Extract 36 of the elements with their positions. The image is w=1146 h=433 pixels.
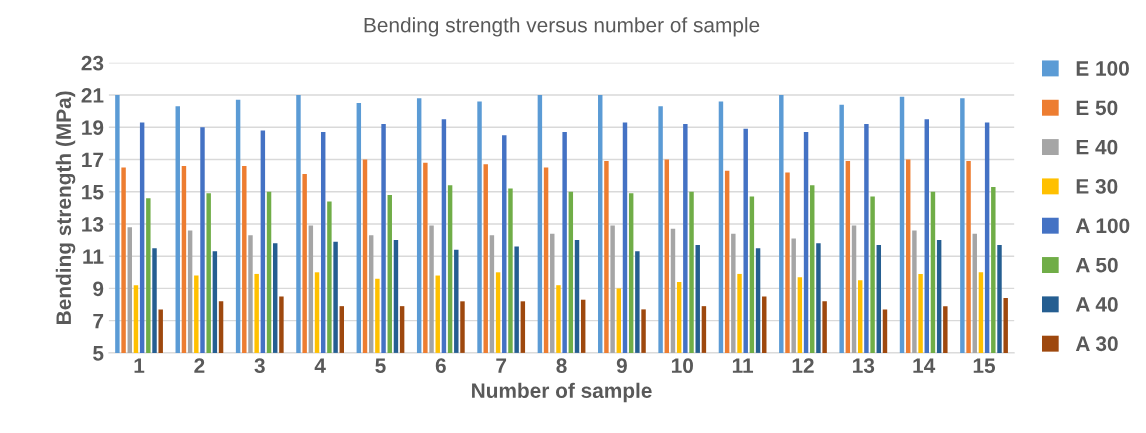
legend-label: A 40	[1075, 297, 1118, 312]
legend-label: A 50	[1075, 257, 1118, 273]
x-tick-label: 7	[496, 358, 507, 373]
legend-label: E 30	[1076, 179, 1118, 194]
x-axis-title: Number of sample	[472, 382, 652, 403]
y-tick-label: 7	[93, 313, 104, 329]
x-tick-label: 3	[254, 358, 265, 374]
legend-label: A 100	[1075, 218, 1130, 234]
y-tick-label: 11	[83, 249, 104, 264]
x-tick-label: 15	[973, 358, 996, 374]
legend-label: A 30	[1075, 336, 1118, 352]
y-tick-label: 19	[82, 120, 104, 136]
x-tick-label: 14	[913, 358, 936, 373]
legend-label: E 50	[1076, 100, 1118, 116]
y-tick-label: 17	[82, 152, 104, 168]
x-tick-label: 2	[194, 358, 205, 373]
x-tick-label: 11	[732, 358, 754, 373]
x-tick-label: 9	[616, 358, 627, 374]
y-tick-label: 13	[82, 216, 104, 232]
y-tick-label: 21	[81, 88, 104, 103]
y-tick-label: 9	[93, 281, 104, 297]
x-tick-label: 6	[435, 358, 446, 374]
legend-label: E 100	[1076, 61, 1129, 76]
x-tick-label: 8	[556, 358, 567, 374]
x-tick-label: 13	[853, 358, 875, 374]
y-axis-title: Bending strength (MPa)	[55, 91, 76, 324]
y-tick-label: 15	[82, 184, 104, 200]
chart-title: Bending strength versus number of sample	[364, 17, 760, 37]
y-tick-label: 5	[93, 346, 104, 361]
x-tick-label: 10	[671, 358, 693, 374]
x-tick-label: 4	[314, 358, 326, 373]
x-tick-label: 12	[792, 358, 814, 373]
x-tick-label: 1	[134, 358, 145, 373]
y-tick-label: 23	[81, 55, 104, 71]
x-tick-label: 5	[375, 358, 386, 374]
legend-label: E 40	[1076, 139, 1118, 155]
